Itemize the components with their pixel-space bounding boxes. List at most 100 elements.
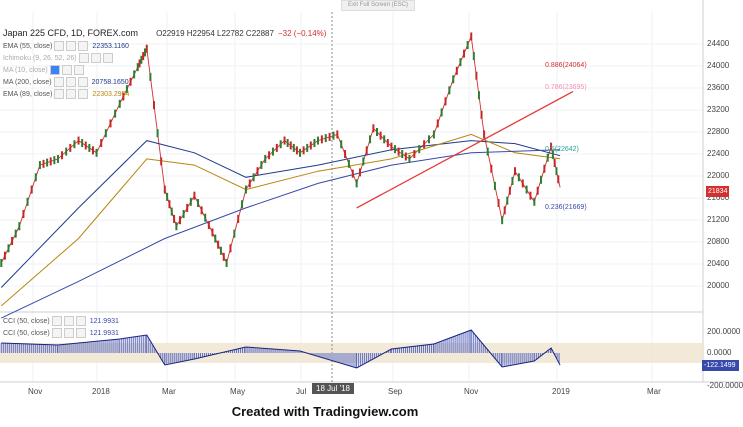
eye-icon[interactable] [51,316,62,326]
price-tick: 22400 [707,149,730,158]
eye-icon[interactable] [78,53,89,63]
candle [189,197,192,206]
candle [503,206,506,215]
candle [317,136,320,145]
candle [271,147,274,156]
gear-icon[interactable] [66,41,77,51]
gear-icon[interactable] [65,77,76,87]
gear-icon[interactable] [66,89,77,99]
eye-icon[interactable] [54,89,65,99]
candle [375,128,378,136]
candle [344,150,347,159]
candle [397,147,400,156]
candle [42,159,45,168]
candle [466,41,469,50]
candle [506,196,509,205]
candle [38,161,41,170]
candle [95,148,98,157]
candle [525,185,528,194]
candle [286,139,289,148]
candle [173,214,176,223]
close-icon[interactable] [78,89,89,99]
close-icon[interactable] [75,328,86,338]
close-icon[interactable] [77,77,88,87]
exit-fullscreen-button[interactable]: Exit Full Screen (ESC) [341,0,415,11]
cci-tick: -200.0000 [707,381,743,390]
candle [140,55,143,64]
candle [178,216,181,225]
cci-legend-2[interactable]: CCI (50, close) 121.9931 [3,328,119,338]
gear-icon[interactable] [63,316,74,326]
candle [540,175,543,184]
candle [455,66,458,75]
candle [351,169,354,178]
candle [557,175,560,184]
indicator-legend-ema55[interactable]: EMA (55, close) 22353.1160 [3,41,129,51]
candle [260,161,263,170]
candle [163,185,166,194]
indicator-legend-ma200[interactable]: MA (200, close) 20758.1650 [3,77,129,87]
candle [217,240,220,249]
eye-icon[interactable] [49,65,60,75]
indicator-legend-ichimoku[interactable]: Ichimoku (9, 26, 52, 26) [3,53,113,63]
candle [483,130,486,139]
cursor-date-badge: 18 Jul '18 [312,383,354,394]
candle [73,140,76,149]
candle [3,251,6,260]
candle [88,143,91,152]
candle [133,70,136,79]
candle [118,99,121,108]
gear-icon[interactable] [90,53,101,63]
close-icon[interactable] [73,65,84,75]
candle [109,119,112,128]
candle [486,147,489,156]
indicator-label: MA (200, close) [3,78,52,86]
candle [372,124,375,133]
price-tick: 23200 [707,105,730,114]
candle [77,136,80,145]
cci-legend-1[interactable]: CCI (50, close) 121.9931 [3,316,119,326]
price-tick: 20400 [707,259,730,268]
candle [332,131,335,140]
footer-credit: Created with Tradingview.com [231,404,419,419]
candle [11,236,14,245]
candle [459,58,462,67]
candle [275,143,278,152]
candle [0,259,3,268]
candle [550,142,553,151]
current-price-badge: 21834 [706,186,730,197]
cci-tick: 200.0000 [707,327,741,336]
eye-icon[interactable] [53,77,64,87]
candle [551,150,554,159]
close-icon[interactable] [75,316,86,326]
candle [100,139,103,148]
gear-icon[interactable] [63,328,74,338]
candle [56,154,59,163]
indicator-value: 20758.1650 [91,78,129,86]
gear-icon[interactable] [61,65,72,75]
indicator-legend-ema89[interactable]: EMA (89, close) 22303.2954 [3,89,129,99]
candle [501,216,504,225]
candle [30,185,33,194]
candle [475,71,478,80]
candle [197,199,200,208]
candle [497,199,500,208]
indicator-legend-ma10[interactable]: MA (10, close) [3,65,84,75]
close-icon[interactable] [78,41,89,51]
candle [256,167,259,176]
candle [156,129,159,138]
indicator-label: EMA (89, close) [3,90,53,98]
close-icon[interactable] [102,53,113,63]
candle [136,63,139,72]
candle [149,72,152,81]
price-tick: 24000 [707,61,730,70]
candle [355,179,358,188]
candle [390,142,393,151]
candle [320,135,323,144]
eye-icon[interactable] [54,41,65,51]
indicator-value: 22353.1160 [92,42,129,50]
eye-icon[interactable] [51,328,62,338]
candle [418,145,421,154]
